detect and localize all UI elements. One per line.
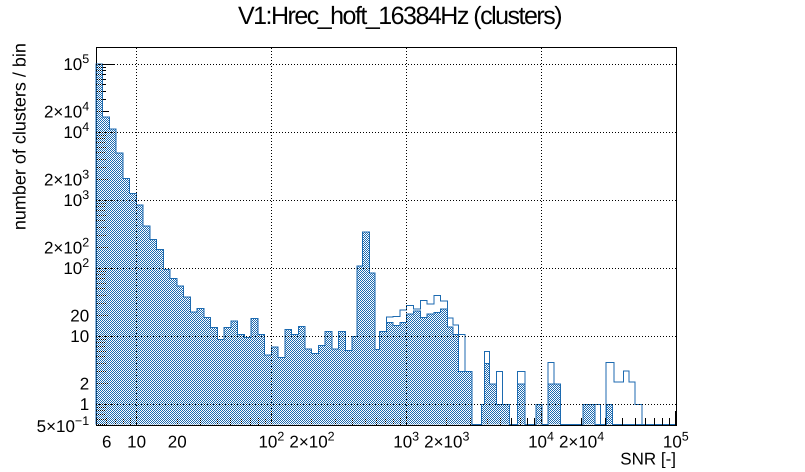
svg-text:10: 10 xyxy=(70,327,89,346)
svg-text:SNR [-]: SNR [-] xyxy=(620,449,676,468)
svg-text:10: 10 xyxy=(127,432,146,451)
svg-text:20: 20 xyxy=(168,432,187,451)
svg-text:2×103: 2×103 xyxy=(424,429,469,451)
svg-text:6: 6 xyxy=(102,432,111,451)
svg-text:2×102: 2×102 xyxy=(44,236,89,258)
svg-text:V1:Hrec_hoft_16384Hz (clusters: V1:Hrec_hoft_16384Hz (clusters) xyxy=(238,2,561,30)
svg-text:2: 2 xyxy=(80,375,89,394)
svg-text:2×104: 2×104 xyxy=(44,100,89,122)
svg-text:2×102: 2×102 xyxy=(289,429,334,451)
svg-text:20: 20 xyxy=(70,307,89,326)
svg-text:number of clusters / bin: number of clusters / bin xyxy=(10,43,30,230)
svg-text:2×104: 2×104 xyxy=(559,429,604,451)
svg-text:2×103: 2×103 xyxy=(44,168,89,190)
svg-text:1: 1 xyxy=(80,395,89,414)
